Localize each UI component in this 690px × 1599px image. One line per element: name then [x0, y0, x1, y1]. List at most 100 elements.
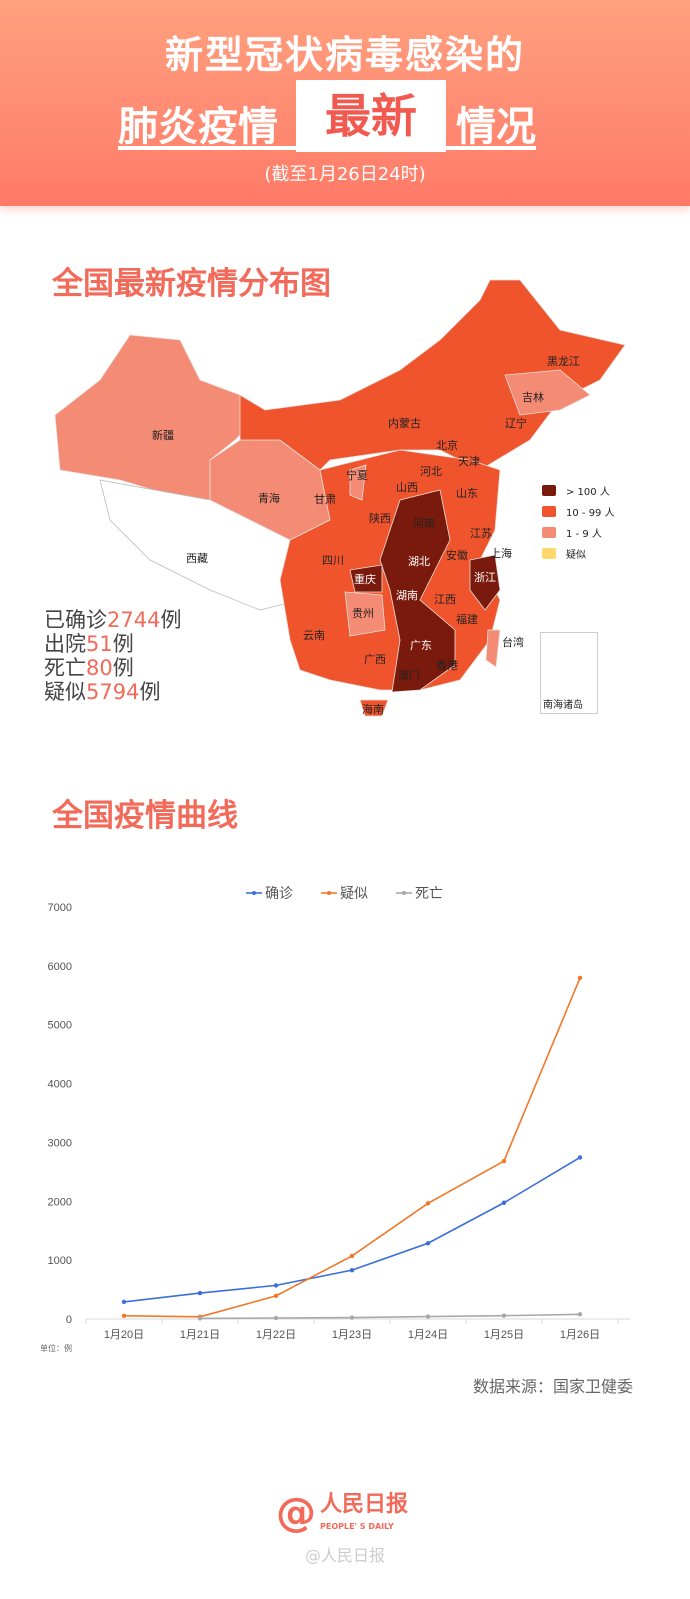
province-label: 河南 [413, 517, 435, 530]
y-tick-label: 1000 [48, 1255, 72, 1267]
province-label: 湖南 [396, 589, 418, 602]
province-label: 山西 [396, 481, 418, 494]
province-label: 北京 [436, 439, 458, 452]
x-tick-label: 1月20日 [104, 1329, 144, 1341]
title-underline [446, 146, 536, 150]
legend-item: 疑似 [542, 543, 615, 564]
chart-section-title: 全国疫情曲线 [52, 798, 238, 834]
unit-label: 单位：例 [40, 1343, 72, 1353]
title-line2b: 情况 [456, 104, 536, 150]
legend-swatch [542, 485, 556, 496]
legend-label: 疑似 [340, 886, 368, 902]
province-label: 黑龙江 [547, 355, 580, 368]
title-line2a: 肺炎疫情 [118, 104, 278, 150]
x-tick-label: 1月23日 [332, 1329, 372, 1341]
province-label: 浙江 [474, 571, 496, 584]
y-tick-label: 6000 [48, 961, 72, 973]
province-label: 湖北 [408, 555, 430, 568]
legend-label: 死亡 [415, 886, 443, 902]
legend-label: 10 - 99 人 [566, 508, 615, 519]
province-label: 西藏 [186, 552, 208, 565]
series-line [199, 1313, 581, 1320]
province-label: 广东 [410, 639, 432, 652]
province-label: 澳门 [398, 669, 420, 682]
province-label: 福建 [456, 613, 478, 626]
data-point [501, 1313, 507, 1318]
province-label: 辽宁 [505, 417, 527, 430]
legend-item: 10 - 99 人 [542, 501, 615, 522]
data-point [577, 1312, 583, 1317]
x-tick-label: 1月22日 [256, 1329, 296, 1341]
legend-marker [252, 891, 256, 895]
data-point [121, 1299, 127, 1305]
province-label: 安徽 [446, 549, 468, 562]
region-chongqing [349, 564, 383, 593]
province-label: 天津 [458, 455, 480, 468]
data-point [349, 1253, 355, 1259]
region-hainan [359, 699, 389, 717]
legend-marker [402, 891, 406, 895]
weibo-watermark: @人民日报 [305, 1546, 386, 1565]
series-line [123, 1156, 581, 1303]
china-map [54, 279, 626, 717]
inset-label: 南海诸岛 [543, 700, 583, 711]
x-tick-label: 1月21日 [180, 1329, 220, 1341]
x-tick-label: 1月24日 [408, 1329, 448, 1341]
province-label: 甘肃 [314, 493, 336, 506]
legend-swatch [542, 527, 556, 538]
legend-label: 确诊 [265, 886, 293, 902]
legend-label: 1 - 9 人 [566, 529, 602, 540]
data-point [577, 1155, 583, 1160]
data-point [197, 1316, 203, 1321]
stat-discharged: 出院51例 [44, 632, 134, 656]
data-point [197, 1290, 203, 1296]
legend-marker [327, 891, 331, 895]
province-label: 山东 [456, 487, 478, 500]
province-label: 云南 [303, 629, 325, 642]
province-label: 河北 [420, 465, 442, 478]
x-tick-label: 1月25日 [484, 1329, 524, 1341]
data-point [273, 1293, 279, 1299]
stat-suspected: 疑似5794例 [44, 680, 161, 704]
y-tick-label: 5000 [48, 1020, 72, 1032]
region-ningxia [349, 464, 367, 501]
header-banner: 新型冠状病毒感染的 肺炎疫情 最新 情况 (截至1月26日24时) [0, 0, 690, 206]
province-label: 香港 [436, 659, 458, 672]
x-tick-label: 1月26日 [560, 1329, 600, 1341]
peoples-daily-logo: @ 人民日报 PEOPLE' S DAILY [276, 1490, 409, 1536]
title-underline [118, 146, 298, 150]
line-chart: 0 1000 2000 3000 4000 5000 6000 7000 1月20日 1月21日 1… [40, 886, 630, 1353]
region-taiwan [485, 629, 501, 668]
data-point [425, 1314, 431, 1319]
legend-label: 疑似 [566, 550, 586, 561]
legend-item: > 100 人 [542, 480, 615, 501]
province-label: 江苏 [470, 527, 492, 540]
province-label: 新疆 [152, 429, 174, 442]
province-label: 台湾 [502, 636, 524, 649]
data-point [577, 975, 583, 981]
data-point [273, 1283, 279, 1288]
province-label: 广西 [364, 653, 386, 666]
province-label: 宁夏 [346, 469, 368, 482]
y-tick-label: 7000 [48, 902, 72, 914]
data-point [501, 1200, 507, 1205]
data-source: 数据来源：国家卫健委 [472, 1377, 633, 1396]
province-label: 江西 [434, 593, 456, 606]
province-label: 青海 [258, 492, 280, 505]
y-tick-label: 4000 [48, 1079, 72, 1091]
province-label: 吉林 [522, 391, 544, 404]
title-highlight: 最新 [296, 80, 446, 152]
data-point [273, 1315, 279, 1321]
region-hubei-hunan [379, 489, 456, 693]
province-label: 重庆 [354, 573, 376, 586]
data-point [425, 1201, 431, 1206]
province-label: 上海 [490, 547, 512, 560]
legend-swatch [542, 506, 556, 517]
legend-label: > 100 人 [566, 487, 610, 498]
region-north [239, 279, 626, 471]
data-point [501, 1158, 507, 1164]
data-point [349, 1267, 355, 1273]
region-guizhou [344, 591, 386, 637]
y-tick-label: 2000 [48, 1196, 72, 1208]
province-label: 内蒙古 [388, 417, 421, 430]
